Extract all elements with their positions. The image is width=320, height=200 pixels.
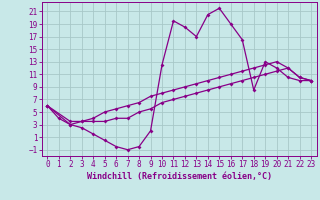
X-axis label: Windchill (Refroidissement éolien,°C): Windchill (Refroidissement éolien,°C) — [87, 172, 272, 181]
